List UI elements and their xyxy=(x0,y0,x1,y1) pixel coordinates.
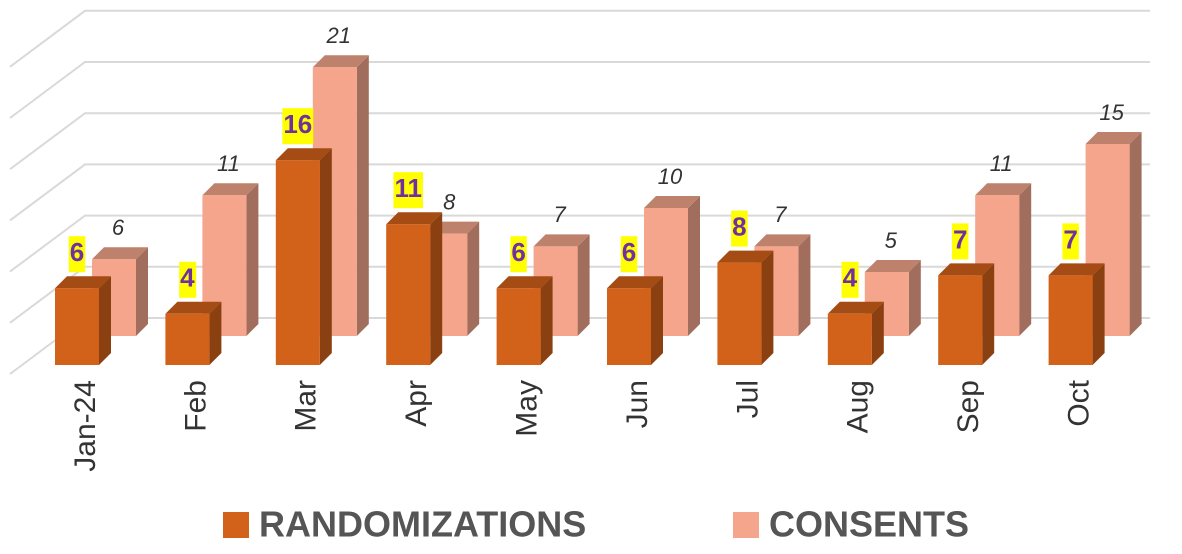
bar-side xyxy=(467,221,480,336)
bar-top xyxy=(386,212,443,225)
data-label: 11 xyxy=(990,151,1013,176)
bar-side xyxy=(99,276,111,365)
bar-side xyxy=(871,301,884,365)
x-tick-label: Feb xyxy=(179,380,212,432)
grid-line xyxy=(9,61,1150,119)
data-label: 7 xyxy=(953,224,967,254)
bar xyxy=(1048,275,1093,365)
bar-top xyxy=(202,183,259,196)
data-label: 21 xyxy=(326,23,351,48)
bar-side xyxy=(761,250,774,365)
data-label-bg xyxy=(393,172,423,209)
bar-top xyxy=(312,55,369,68)
bar-side xyxy=(982,263,995,365)
data-label-bg xyxy=(841,261,859,298)
bar-side xyxy=(136,247,148,336)
bar-top xyxy=(607,276,663,289)
x-tick-label: Oct xyxy=(1063,379,1096,426)
bar-side xyxy=(1019,183,1032,336)
bar-side xyxy=(209,301,222,365)
grid-line xyxy=(9,9,1150,68)
bar-top xyxy=(496,276,553,289)
data-label: 5 xyxy=(885,228,898,253)
x-tick-label: Mar xyxy=(290,380,323,432)
bar xyxy=(717,262,762,365)
bar xyxy=(827,313,872,365)
bar-top xyxy=(975,183,1032,196)
grid-line xyxy=(9,163,1150,222)
x-tick-label: Aug xyxy=(842,380,875,433)
data-label: 8 xyxy=(443,189,456,214)
x-tick-label: May xyxy=(511,380,544,437)
data-label: 15 xyxy=(1099,100,1124,125)
bar xyxy=(496,288,541,365)
legend-label: RANDOMIZATIONS xyxy=(259,504,586,545)
bar xyxy=(165,313,210,365)
bar-side xyxy=(356,55,369,336)
data-label: 6 xyxy=(70,237,84,267)
bar-side xyxy=(246,183,259,336)
data-label: 11 xyxy=(217,151,240,176)
bar-top xyxy=(1048,263,1105,276)
x-tick-label: Jan-24 xyxy=(69,380,102,472)
data-label: 7 xyxy=(774,202,787,227)
bar-top xyxy=(533,234,590,247)
data-label: 6 xyxy=(511,237,525,267)
bar xyxy=(386,224,431,365)
data-label: 8 xyxy=(732,211,746,241)
bar-top xyxy=(827,301,884,314)
bar-top xyxy=(644,196,700,208)
bar-side xyxy=(651,276,663,365)
bar-side xyxy=(319,148,332,365)
grid-line xyxy=(9,214,1150,273)
bar-side xyxy=(540,276,553,365)
x-tick-label: Sep xyxy=(952,380,985,433)
legend-swatch xyxy=(733,512,759,538)
grid-line xyxy=(9,112,1150,171)
bar-top xyxy=(165,301,222,314)
x-tick-label: Apr xyxy=(400,380,433,427)
bar-top xyxy=(1085,132,1142,144)
bar-side xyxy=(1092,263,1105,365)
legend-label: CONSENTS xyxy=(769,504,969,545)
bar-top xyxy=(275,148,332,161)
bar-top xyxy=(92,247,148,260)
bar-side xyxy=(688,196,700,336)
x-tick-label: Jun xyxy=(621,380,654,428)
bar-top xyxy=(938,263,995,276)
x-tick-label: Jul xyxy=(731,380,764,418)
bar xyxy=(275,160,320,365)
bar-top xyxy=(55,276,111,289)
bar-side xyxy=(908,260,921,336)
legend-swatch xyxy=(223,512,249,538)
data-label: 7 xyxy=(553,202,566,227)
data-label: 11 xyxy=(394,173,422,203)
bar-side xyxy=(1129,132,1142,336)
bar-top xyxy=(754,234,811,247)
data-label: 6 xyxy=(622,237,636,267)
data-label: 10 xyxy=(658,164,683,189)
bar-top xyxy=(864,260,921,272)
bar-side xyxy=(577,234,590,336)
data-label-bg xyxy=(510,236,527,273)
data-label-bg xyxy=(731,210,748,247)
bar xyxy=(607,288,651,365)
bar-top xyxy=(717,250,774,263)
bar xyxy=(55,288,99,365)
data-label: 4 xyxy=(843,263,858,293)
bar-side xyxy=(798,234,811,336)
data-label: 16 xyxy=(283,109,312,139)
data-label: 7 xyxy=(1063,224,1077,254)
data-label-bg xyxy=(68,236,86,273)
data-label-bg xyxy=(179,261,197,298)
bar-side xyxy=(430,212,443,365)
data-label-bg xyxy=(620,236,638,273)
data-label: 6 xyxy=(112,215,125,240)
bar xyxy=(938,275,983,365)
data-label-bg xyxy=(282,108,314,145)
data-label-bg xyxy=(1062,223,1079,260)
data-label-bg xyxy=(951,223,969,260)
data-label: 4 xyxy=(180,263,195,293)
